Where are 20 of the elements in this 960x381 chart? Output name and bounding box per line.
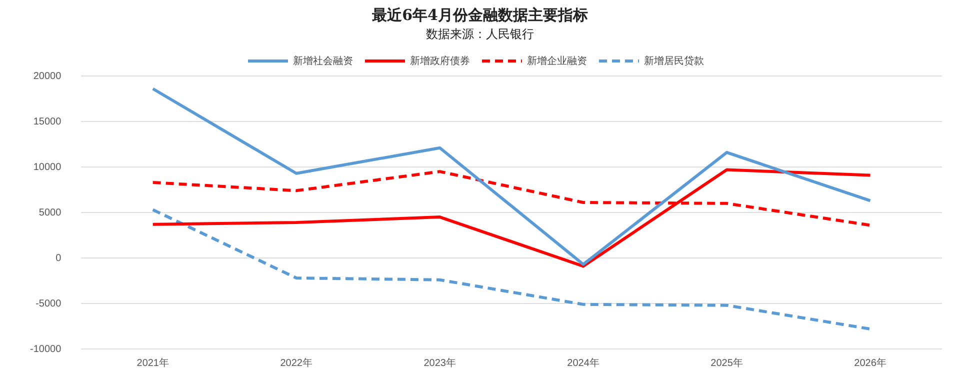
y-tick-label: -5000 [36, 298, 62, 310]
y-tick-label: 5000 [38, 207, 62, 218]
legend-label: 新增社会融资 [293, 54, 353, 67]
legend-label: 新增政府债券 [410, 54, 470, 67]
x-tick-label: 2022年 [280, 356, 312, 369]
legend-label: 新增居民贷款 [644, 54, 704, 67]
x-tick-label: 2026年 [854, 356, 886, 369]
x-tick-label: 2021年 [136, 356, 169, 369]
line-series [151, 208, 872, 330]
y-tick-label: -10000 [30, 344, 62, 355]
y-tick-label: 20000 [33, 70, 62, 82]
y-tick-label: 15000 [33, 116, 62, 128]
x-tick-label: 2023年 [424, 356, 456, 369]
y-tick-label: 10000 [33, 162, 62, 173]
chart-title: 最近6年4月份金融数据主要指标 [371, 6, 589, 26]
chart-subtitle: 数据来源：人民银行 [425, 26, 535, 43]
x-tick-label: 2024年 [567, 356, 600, 369]
x-tick-label: 2025年 [710, 356, 743, 369]
legend-label: 新增企业融资 [527, 54, 587, 67]
y-tick-label: 0 [56, 252, 62, 264]
